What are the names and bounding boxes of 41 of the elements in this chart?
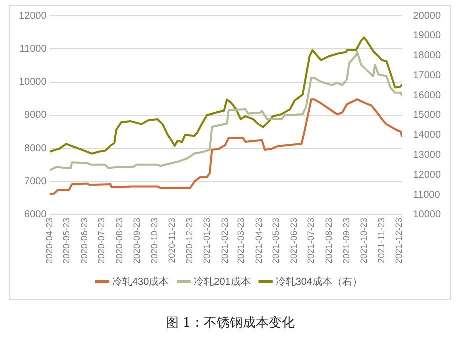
y2-tick-label: 17000 <box>413 70 442 82</box>
y2-tick-label: 16000 <box>413 90 442 102</box>
y2-tick-label: 18000 <box>413 50 442 62</box>
x-tick-label: 2020-09-23 <box>132 218 142 264</box>
x-tick-label: 2021-10-23 <box>358 218 369 264</box>
x-tick-label: 2021-03-23 <box>236 218 246 264</box>
y2-tick-label: 11000 <box>413 190 441 201</box>
legend-label: 冷轧201成本 <box>194 276 251 288</box>
x-tick-label: 2021-02-23 <box>220 218 230 264</box>
x-tick-label: 2020-11-23 <box>167 218 178 264</box>
x-tick-label: 2021-12-23 <box>394 218 404 264</box>
y-tick-label: 10000 <box>18 77 48 88</box>
y2-tick-label: 19000 <box>413 30 442 42</box>
caption: 图 1：不锈钢成本变化 <box>164 315 296 332</box>
x-tick-label: 2021-04-23 <box>254 218 264 264</box>
y-tick-label: 8000 <box>24 143 48 154</box>
x-tick-label: 2021-11-23 <box>376 218 387 264</box>
x-tick-label: 2021-09-23 <box>342 218 352 264</box>
x-tick-label: 2021-07-23 <box>306 218 316 264</box>
y2-tick-label: 15000 <box>413 110 442 122</box>
x-tick-label: 2021-01-23 <box>202 218 212 264</box>
y-tick-label: 9000 <box>24 110 48 122</box>
y-tick-label: 7000 <box>24 176 48 188</box>
y2-tick-label: 20000 <box>413 10 442 22</box>
x-tick-label: 2020-07-23 <box>96 218 107 264</box>
x-tick-label: 2020-05-23 <box>62 218 72 264</box>
legend-label: 冷轧304成本（右） <box>276 276 363 288</box>
legend-label: 冷轧430成本 <box>112 276 170 288</box>
x-tick-label: 2020-10-23 <box>149 218 160 264</box>
y2-tick-label: 10000 <box>413 210 442 221</box>
y2-tick-label: 12000 <box>413 170 442 181</box>
y2-tick-label: 14000 <box>413 130 442 142</box>
y2-tick-label: 13000 <box>413 150 442 162</box>
y-tick-label: 12000 <box>18 10 48 22</box>
x-tick-label: 2021-08-23 <box>324 218 334 264</box>
x-tick-label: 2020-12-23 <box>184 218 194 264</box>
y-tick-label: 11000 <box>20 44 48 55</box>
x-tick-label: 2021-05-23 <box>270 218 281 264</box>
x-tick-label: 2020-08-23 <box>114 218 124 264</box>
x-tick-label: 2020-06-23 <box>79 218 90 264</box>
x-tick-label: 2021-06-23 <box>288 218 299 264</box>
